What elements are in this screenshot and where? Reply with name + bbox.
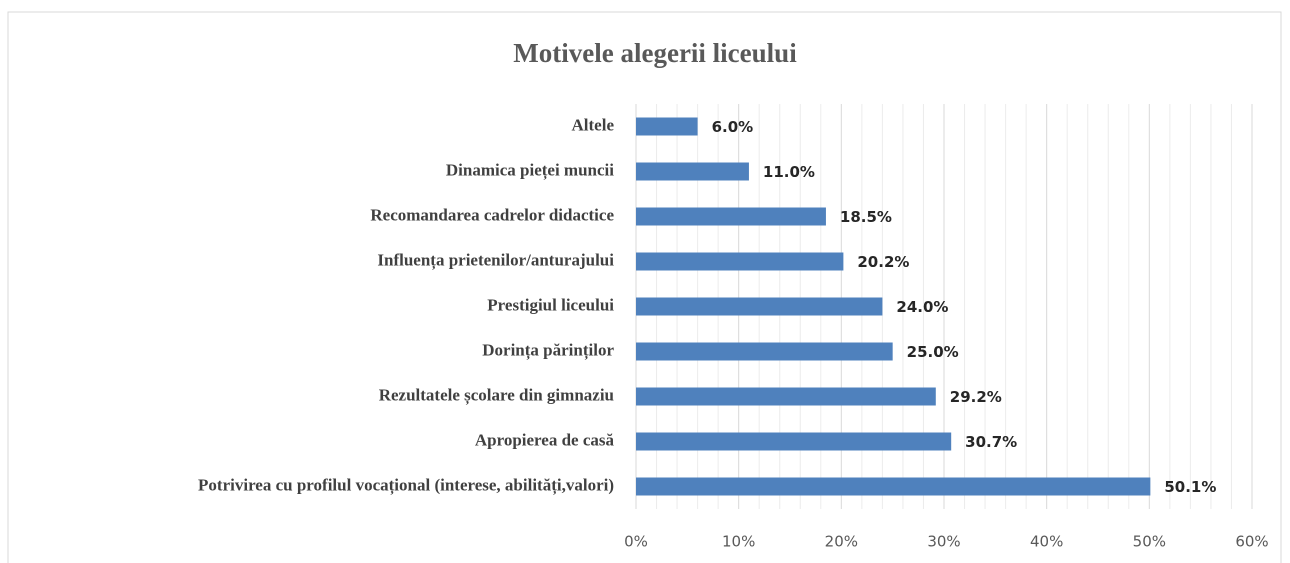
bar (636, 162, 749, 181)
y-tick-label: Recomandarea cadrelor didactice (370, 205, 614, 224)
value-label: 6.0% (712, 118, 754, 136)
x-tick-label: 40% (1030, 533, 1063, 551)
x-tick-label: 10% (722, 533, 755, 551)
value-label: 50.1% (1164, 478, 1216, 496)
x-tick-label: 30% (927, 533, 960, 551)
x-tick-label: 50% (1133, 533, 1166, 551)
value-label: 20.2% (857, 253, 909, 271)
y-tick-label: Apropierea de casă (475, 430, 615, 449)
bar (636, 387, 936, 406)
value-label: 24.0% (896, 298, 948, 316)
chart-title: Motivele alegerii liceului (513, 38, 797, 68)
x-tick-label: 60% (1235, 533, 1268, 551)
value-label: 30.7% (965, 433, 1017, 451)
bar (636, 117, 698, 136)
y-tick-label: Dinamica pieței muncii (446, 160, 614, 180)
x-tick-label: 20% (825, 533, 858, 551)
y-tick-label: Dorința părinților (482, 340, 614, 360)
value-label: 11.0% (763, 163, 815, 181)
y-tick-label: Influența prietenilor/anturajului (377, 250, 614, 270)
value-label: 29.2% (950, 388, 1002, 406)
value-label: 25.0% (907, 343, 959, 361)
y-tick-label: Potrivirea cu profilul vocațional (inter… (198, 475, 614, 495)
y-tick-label: Altele (572, 115, 615, 134)
y-tick-label: Prestigiul liceului (487, 295, 614, 314)
bar (636, 297, 883, 316)
bar (636, 252, 844, 271)
chart-border (7, 11, 1282, 563)
bar (636, 432, 952, 451)
value-label: 18.5% (840, 208, 892, 226)
x-tick-label: 0% (624, 533, 648, 551)
bar (636, 342, 893, 361)
bar (636, 207, 826, 226)
y-tick-label: Rezultatele școlare din gimnaziu (379, 385, 614, 405)
bar (636, 477, 1151, 496)
